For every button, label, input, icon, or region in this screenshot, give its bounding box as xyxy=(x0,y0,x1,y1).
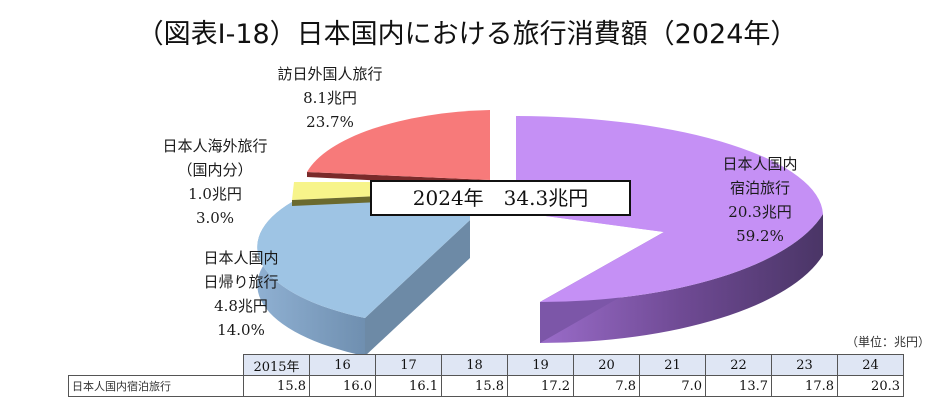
data-table: 2015年 16 17 18 19 20 21 22 23 24 日本人国内宿泊… xyxy=(68,354,904,397)
label-overnight: 日本人国内 宿泊旅行 20.3兆円 59.2% xyxy=(722,155,798,245)
unit-label: （単位：兆円） xyxy=(846,335,931,349)
total-label-box: 2024年 34.3兆円 xyxy=(370,180,631,216)
slice-daytrip xyxy=(257,200,470,356)
table-cell: 17.8 xyxy=(771,375,838,397)
table-cell: 7.0 xyxy=(639,375,706,397)
table-header-cell: 21 xyxy=(639,354,706,376)
label-daytrip: 日本人国内 日帰り旅行 4.8兆円 14.0% xyxy=(203,249,279,339)
table-cell: 16.1 xyxy=(375,375,442,397)
table-header-cell: 22 xyxy=(705,354,772,376)
table-row-label: 日本人国内宿泊旅行 xyxy=(68,375,244,397)
table-cell: 13.7 xyxy=(705,375,772,397)
table-header-cell: 20 xyxy=(573,354,640,376)
table-cell: 20.3 xyxy=(837,375,904,397)
table-cell: 15.8 xyxy=(441,375,508,397)
table-header-cell: 23 xyxy=(771,354,838,376)
chart-title: （図表Ⅰ-18）日本国内における旅行消費額（2024年） xyxy=(136,19,798,50)
label-outbound: 日本人海外旅行 （国内分） 1.0兆円 3.0% xyxy=(162,137,268,227)
table-header-cell: 24 xyxy=(837,354,904,376)
label-inbound: 訪日外国人旅行 8.1兆円 23.7% xyxy=(277,65,383,131)
table-row: 日本人国内宿泊旅行 15.8 16.0 16.1 15.8 17.2 7.8 7… xyxy=(68,375,904,397)
table-cell: 17.2 xyxy=(507,375,574,397)
table-cell: 7.8 xyxy=(573,375,640,397)
table-header-cell: 19 xyxy=(507,354,574,376)
table-header-cell: 2015年 xyxy=(243,354,310,376)
table-header-cell: 16 xyxy=(309,354,376,376)
table-cell: 16.0 xyxy=(309,375,376,397)
table-corner xyxy=(69,355,244,376)
table-header-cell: 18 xyxy=(441,354,508,376)
table-cell: 15.8 xyxy=(243,375,310,397)
slice-outbound xyxy=(292,182,380,206)
table-header-row: 2015年 16 17 18 19 20 21 22 23 24 xyxy=(69,354,904,376)
table-header-cell: 17 xyxy=(375,354,442,376)
